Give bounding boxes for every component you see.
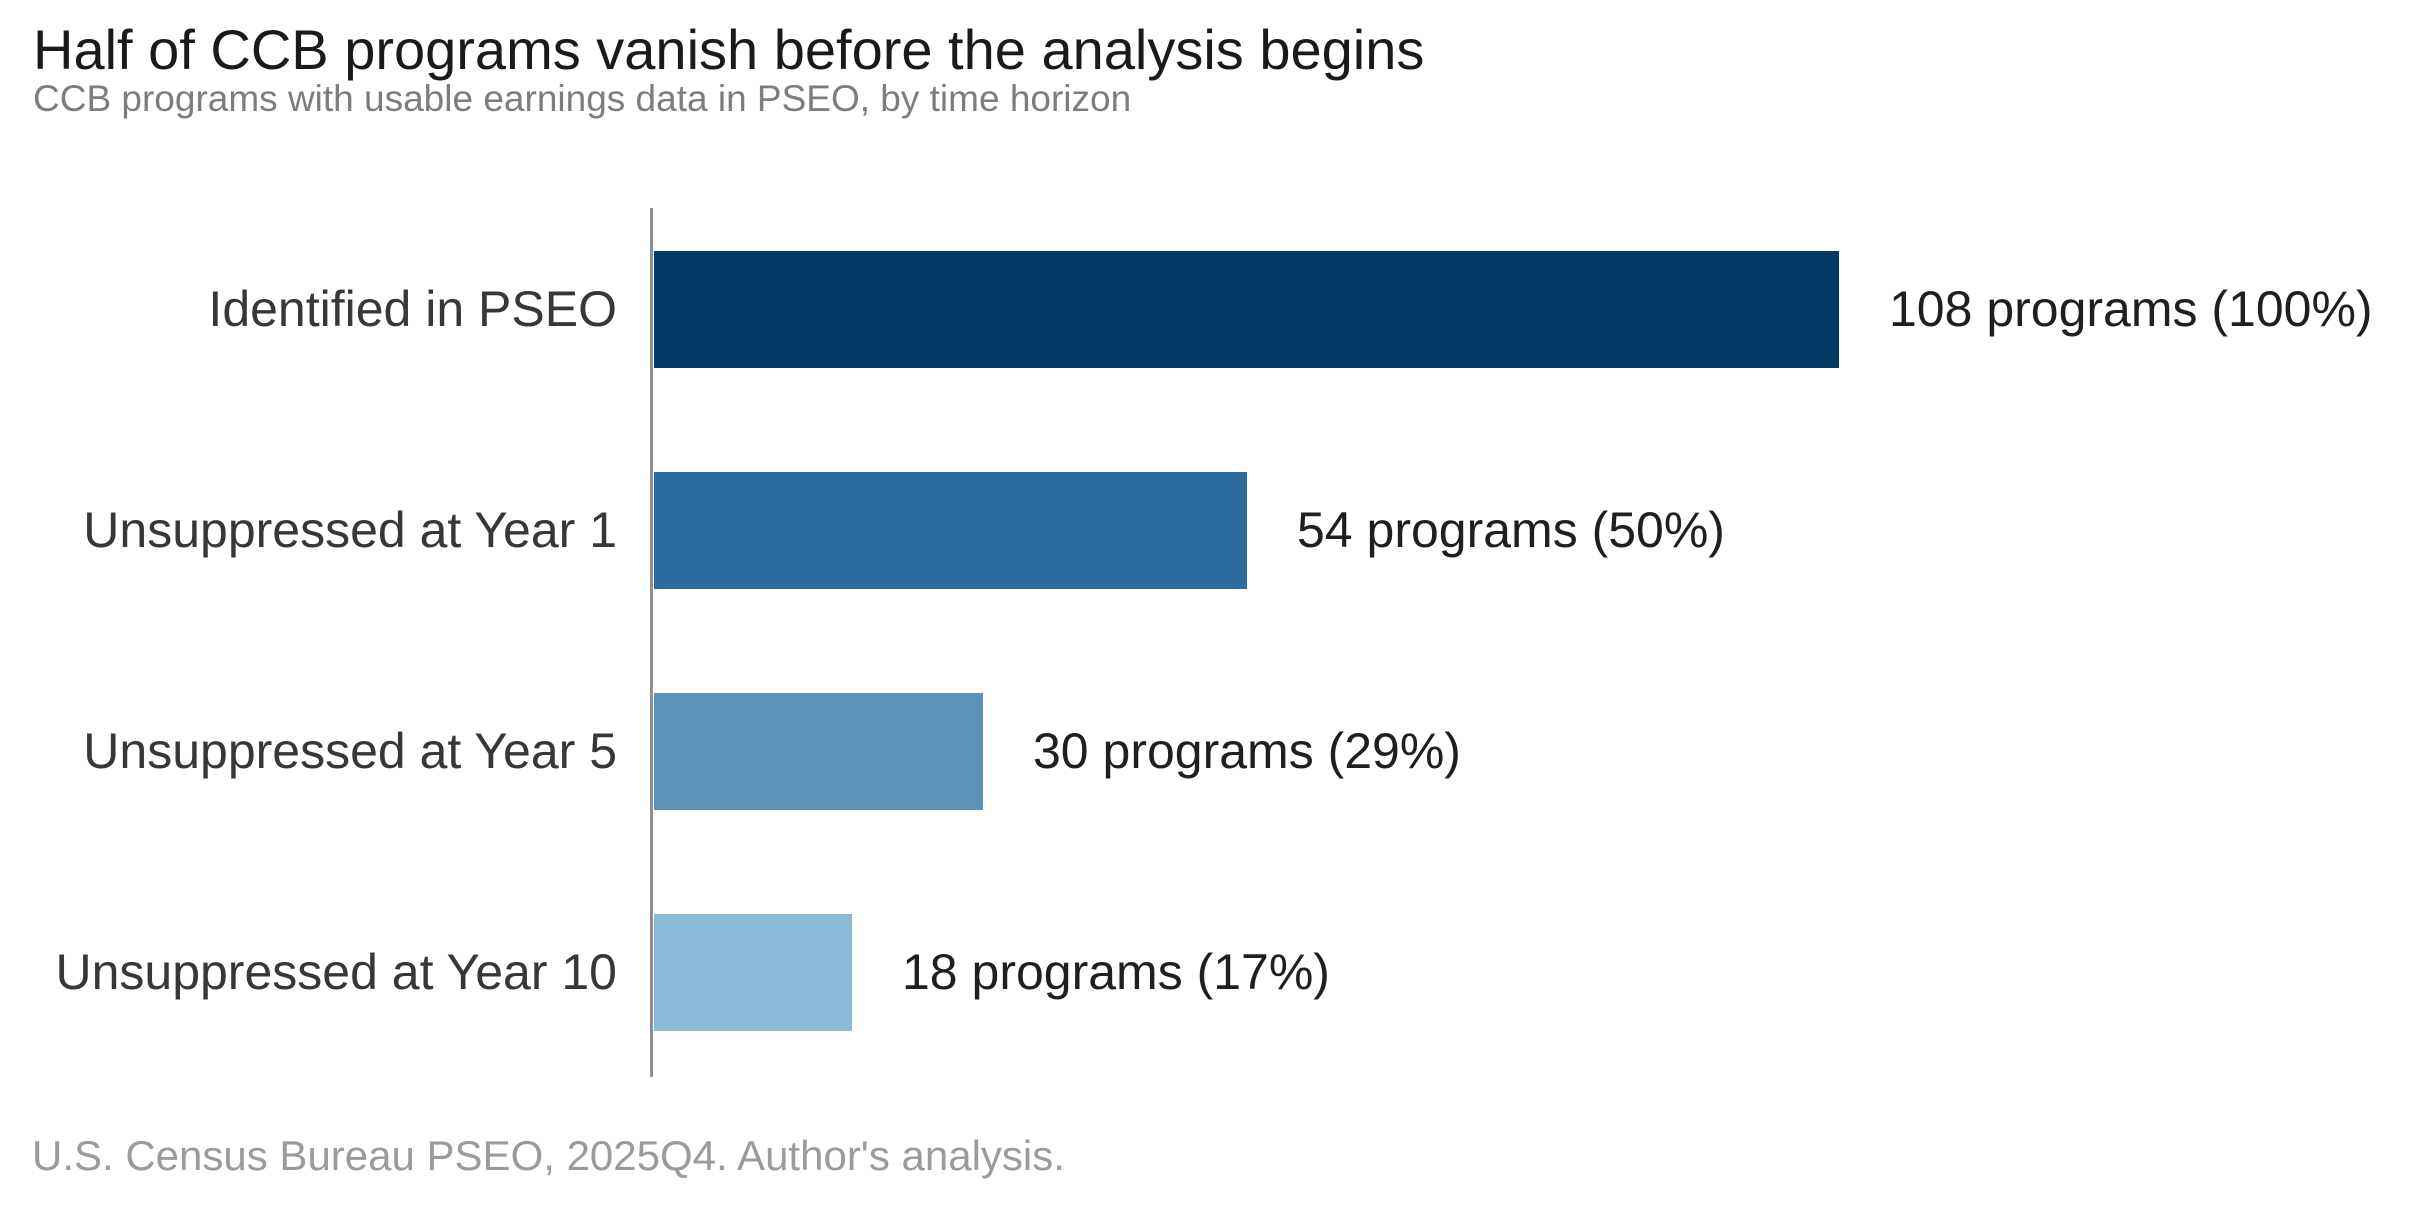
chart-title: Half of CCB programs vanish before the a… [33,18,1425,81]
bar-rows: Identified in PSEO 108 programs (100%) U… [0,199,2436,1083]
bar [654,693,983,810]
value-label: 18 programs (17%) [902,944,1330,1000]
category-label: Unsuppressed at Year 5 [83,723,617,779]
source-note: U.S. Census Bureau PSEO, 2025Q4. Author'… [32,1132,1065,1179]
bar [654,472,1247,589]
category-label: Unsuppressed at Year 1 [83,502,617,558]
value-label: 108 programs (100%) [1889,281,2373,337]
y-axis-line [650,208,653,1077]
chart-row: Unsuppressed at Year 5 30 programs (29%) [0,641,2436,862]
bar [654,914,852,1031]
bar-chart: Identified in PSEO 108 programs (100%) U… [0,199,2436,1083]
bar [654,251,1839,368]
chart-row: Unsuppressed at Year 1 54 programs (50%) [0,420,2436,641]
chart-subtitle: CCB programs with usable earnings data i… [33,78,1132,119]
value-label: 30 programs (29%) [1033,723,1461,779]
chart-row: Unsuppressed at Year 10 18 programs (17%… [0,862,2436,1083]
chart-row: Identified in PSEO 108 programs (100%) [0,199,2436,420]
value-label: 54 programs (50%) [1297,502,1725,558]
category-label: Unsuppressed at Year 10 [55,944,617,1000]
category-label: Identified in PSEO [208,281,617,337]
